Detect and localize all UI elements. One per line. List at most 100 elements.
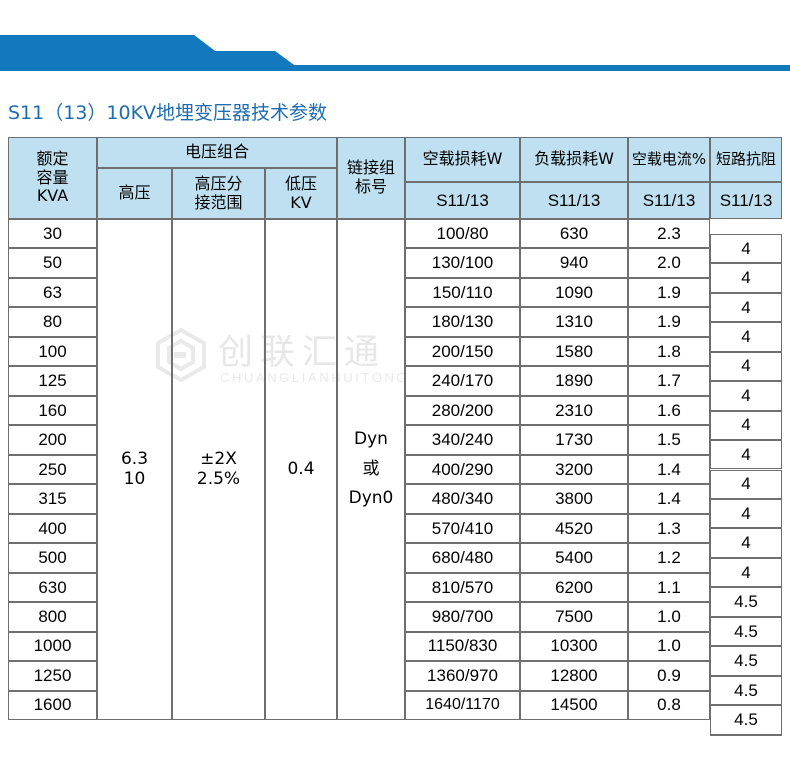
merged-high-voltage-line1: 6.3 bbox=[120, 448, 149, 469]
header-high-voltage-label: 高压 bbox=[118, 183, 151, 203]
header-voltage-group-label: 电压组合 bbox=[184, 142, 249, 162]
header-tap-range: 高压分 接范围 bbox=[172, 168, 265, 219]
cell-capacity: 1250 bbox=[8, 661, 97, 691]
cell-no-load-current: 1.5 bbox=[628, 425, 710, 455]
cell-load-loss: 2310 bbox=[520, 395, 628, 426]
cell-no-load-loss: 480/340 bbox=[405, 484, 520, 514]
cell-no-load-current: 0.8 bbox=[628, 690, 710, 720]
cell-no-load-current: 1.3 bbox=[628, 513, 710, 544]
header-low-voltage-line1: 低压 bbox=[284, 173, 317, 193]
merged-connection-line2: 或 bbox=[362, 458, 380, 479]
cell-load-loss: 1890 bbox=[520, 366, 628, 396]
cell-short-circuit: 4 bbox=[710, 381, 782, 411]
header-tap-range-line1: 高压分 bbox=[194, 173, 243, 193]
cell-short-circuit: 4 bbox=[710, 351, 782, 382]
header-low-voltage-line2: KV bbox=[290, 192, 312, 212]
cell-capacity: 800 bbox=[8, 602, 97, 632]
cell-short-circuit: 4 bbox=[710, 498, 782, 529]
cell-no-load-current: 1.7 bbox=[628, 366, 710, 396]
short-circuit-column-mask bbox=[710, 734, 784, 764]
header-short-circuit-model-label: S11/13 bbox=[719, 190, 773, 210]
cell-no-load-loss: 200/150 bbox=[405, 336, 520, 367]
page-title: S11（13）10KV地埋变压器技术参数 bbox=[8, 102, 328, 124]
merged-connection-group: Dyn 或 Dyn0 bbox=[337, 219, 405, 720]
header-capacity-line2: 容量 bbox=[36, 167, 69, 187]
cell-short-circuit: 4.5 bbox=[710, 705, 782, 735]
cell-short-circuit: 4.5 bbox=[710, 646, 782, 676]
merged-high-voltage-line2: 10 bbox=[123, 468, 146, 489]
cell-no-load-loss: 340/240 bbox=[405, 425, 520, 455]
cell-capacity: 50 bbox=[8, 248, 97, 278]
cell-load-loss: 5400 bbox=[520, 543, 628, 573]
cell-load-loss: 630 bbox=[520, 219, 628, 249]
cell-capacity: 250 bbox=[8, 454, 97, 485]
merged-tap-range: ±2X 2.5% bbox=[172, 219, 265, 720]
cell-capacity: 30 bbox=[8, 219, 97, 249]
cell-short-circuit: 4.5 bbox=[710, 675, 782, 706]
cell-load-loss: 7500 bbox=[520, 602, 628, 632]
cell-no-load-current: 1.8 bbox=[628, 336, 710, 367]
cell-load-loss: 1580 bbox=[520, 336, 628, 367]
cell-no-load-current: 2.3 bbox=[628, 219, 710, 249]
cell-load-loss: 940 bbox=[520, 248, 628, 278]
header-no-load-current: 空载电流% bbox=[628, 137, 710, 182]
cell-no-load-current: 1.9 bbox=[628, 277, 710, 308]
header-short-circuit-label: 短路抗阻 bbox=[715, 149, 776, 168]
cell-short-circuit: 4 bbox=[710, 263, 782, 293]
cell-no-load-loss: 980/700 bbox=[405, 602, 520, 632]
header-short-circuit-model: S11/13 bbox=[710, 182, 782, 219]
cell-no-load-loss: 150/110 bbox=[405, 277, 520, 308]
merged-connection-line1: Dyn bbox=[354, 428, 388, 449]
cell-capacity: 160 bbox=[8, 395, 97, 426]
banner-title-cn: 技术参数 bbox=[16, 79, 125, 108]
cell-no-load-current: 1.0 bbox=[628, 631, 710, 662]
header-tap-range-line2: 接范围 bbox=[194, 192, 243, 212]
cell-no-load-current: 1.0 bbox=[628, 602, 710, 632]
cell-no-load-loss: 400/290 bbox=[405, 454, 520, 485]
header-short-circuit: 短路抗阻 bbox=[710, 137, 782, 182]
header-connection-line1: 链接组 bbox=[346, 158, 395, 178]
cell-no-load-current: 1.4 bbox=[628, 454, 710, 485]
cell-no-load-loss: 810/570 bbox=[405, 572, 520, 603]
cell-load-loss: 3200 bbox=[520, 454, 628, 485]
header-load-loss: 负载损耗W bbox=[520, 137, 628, 182]
cell-capacity: 400 bbox=[8, 513, 97, 544]
section-banner: 技术参数 Technical parameter bbox=[0, 35, 790, 108]
cell-load-loss: 3800 bbox=[520, 484, 628, 514]
cell-short-circuit: 4 bbox=[710, 233, 782, 264]
header-connection-group: 链接组 标号 bbox=[337, 137, 405, 219]
cell-no-load-loss: 180/130 bbox=[405, 307, 520, 337]
cell-load-loss: 1730 bbox=[520, 425, 628, 455]
cell-load-loss: 1310 bbox=[520, 307, 628, 337]
cell-no-load-current: 1.1 bbox=[628, 572, 710, 603]
cell-short-circuit: 4 bbox=[710, 322, 782, 352]
merged-tap-range-line1: ±2X bbox=[200, 448, 237, 469]
cell-short-circuit: 4.5 bbox=[710, 587, 782, 617]
cell-no-load-loss: 1640/1170 bbox=[405, 690, 520, 720]
header-voltage-group: 电压组合 bbox=[97, 137, 337, 168]
cell-capacity: 315 bbox=[8, 484, 97, 514]
cell-load-loss: 10300 bbox=[520, 631, 628, 662]
cell-load-loss: 12800 bbox=[520, 661, 628, 691]
cell-short-circuit: 4 bbox=[710, 528, 782, 558]
header-no-load-current-model-label: S11/13 bbox=[642, 190, 696, 210]
cell-capacity: 630 bbox=[8, 572, 97, 603]
cell-short-circuit: 4 bbox=[710, 469, 782, 499]
cell-no-load-loss: 240/170 bbox=[405, 366, 520, 396]
header-no-load-current-label: 空载电流% bbox=[631, 149, 707, 168]
header-load-loss-model-label: S11/13 bbox=[547, 190, 601, 210]
merged-high-voltage: 6.3 10 bbox=[97, 219, 172, 720]
cell-no-load-loss: 100/80 bbox=[405, 219, 520, 249]
cell-no-load-loss: 680/480 bbox=[405, 543, 520, 573]
merged-tap-range-line2: 2.5% bbox=[196, 468, 241, 489]
cell-no-load-current: 2.0 bbox=[628, 248, 710, 278]
cell-no-load-loss: 1150/830 bbox=[405, 631, 520, 662]
cell-short-circuit: 4 bbox=[710, 292, 782, 323]
cell-no-load-loss: 1360/970 bbox=[405, 661, 520, 691]
cell-load-loss: 4520 bbox=[520, 513, 628, 544]
cell-no-load-current: 1.6 bbox=[628, 395, 710, 426]
cell-capacity: 1000 bbox=[8, 631, 97, 662]
header-load-loss-label: 负载损耗W bbox=[534, 149, 614, 169]
cell-no-load-current: 0.9 bbox=[628, 661, 710, 691]
cell-no-load-loss: 280/200 bbox=[405, 395, 520, 426]
